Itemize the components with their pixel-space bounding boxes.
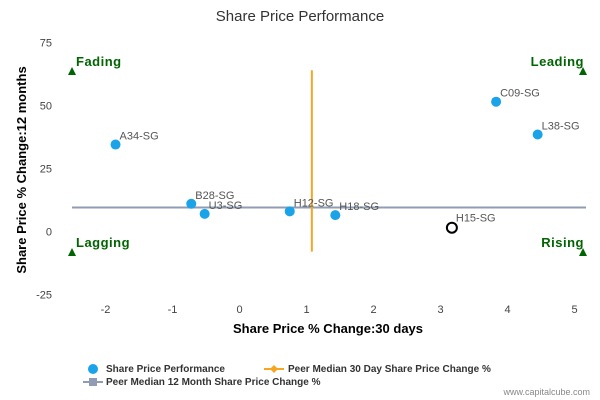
data-point-h18-sg [330,210,341,221]
credit-text: www.capitalcube.com [502,387,590,397]
legend-label: Peer Median 12 Month Share Price Change … [106,377,321,388]
quadrant-label-leading: Leading [531,54,584,69]
data-point-label: U3-SG [209,200,243,212]
data-point-a34-sg [110,139,121,150]
quadrant-label-rising: Rising [541,235,584,250]
legend-marker-peer-30d [270,365,278,373]
data-point-h12-sg [284,206,295,217]
x-tick-label: 0 [236,304,242,316]
legend: Share Price Performance Peer Median 30 Da… [83,364,491,388]
y-axis-title: Share Price % Change:12 months [14,66,29,273]
quadrant-marker-bottom-left [68,248,76,256]
x-tick-label: 3 [437,304,443,316]
data-point-u3-sg [199,208,210,219]
quadrant-marker-top-left [68,67,76,75]
y-tick-label: 50 [40,101,52,113]
y-tick-label: 0 [46,227,52,239]
legend-marker-peer-12m [89,378,97,386]
legend-label: Peer Median 30 Day Share Price Change % [288,364,491,375]
x-axis-title: Share Price % Change:30 days [233,321,423,336]
quadrant-marker-top-right [579,67,587,75]
data-point-b28-sg [186,198,197,209]
quadrant-marker-bottom-right [579,248,587,256]
x-tick-label: 1 [303,304,309,316]
x-tick-label: -2 [101,304,111,316]
y-tick-label: 75 [40,38,52,50]
x-tick-label: -1 [168,304,178,316]
data-point-l38-sg [532,129,543,140]
chart-title: Share Price Performance [216,8,384,25]
x-tick-label: 2 [370,304,376,316]
data-point-label: C09-SG [500,88,540,100]
data-point-label: H12-SG [294,197,334,209]
highlight-point-label: H15-SG [456,213,496,225]
quadrant-label-fading: Fading [76,54,122,69]
data-point-label: A34-SG [120,131,159,143]
legend-label: Share Price Performance [106,364,225,375]
x-tick-label: 4 [504,304,510,316]
plot-area: -2 -1 0 1 2 3 4 5 -25 0 25 50 75 Fading Leading Lagging… [36,38,587,316]
highlight-point-h15-sg [445,221,458,234]
y-tick-label: -25 [36,290,52,302]
data-point-label: H18-SG [339,201,379,213]
data-point-label: B28-SG [195,190,234,202]
legend-marker-share-price [88,364,98,374]
data-point-label: L38-SG [542,120,580,132]
quadrant-label-lagging: Lagging [76,235,130,250]
y-tick-label: 25 [40,164,52,176]
data-point-c09-sg [491,96,502,107]
x-tick-label: 5 [571,304,577,316]
